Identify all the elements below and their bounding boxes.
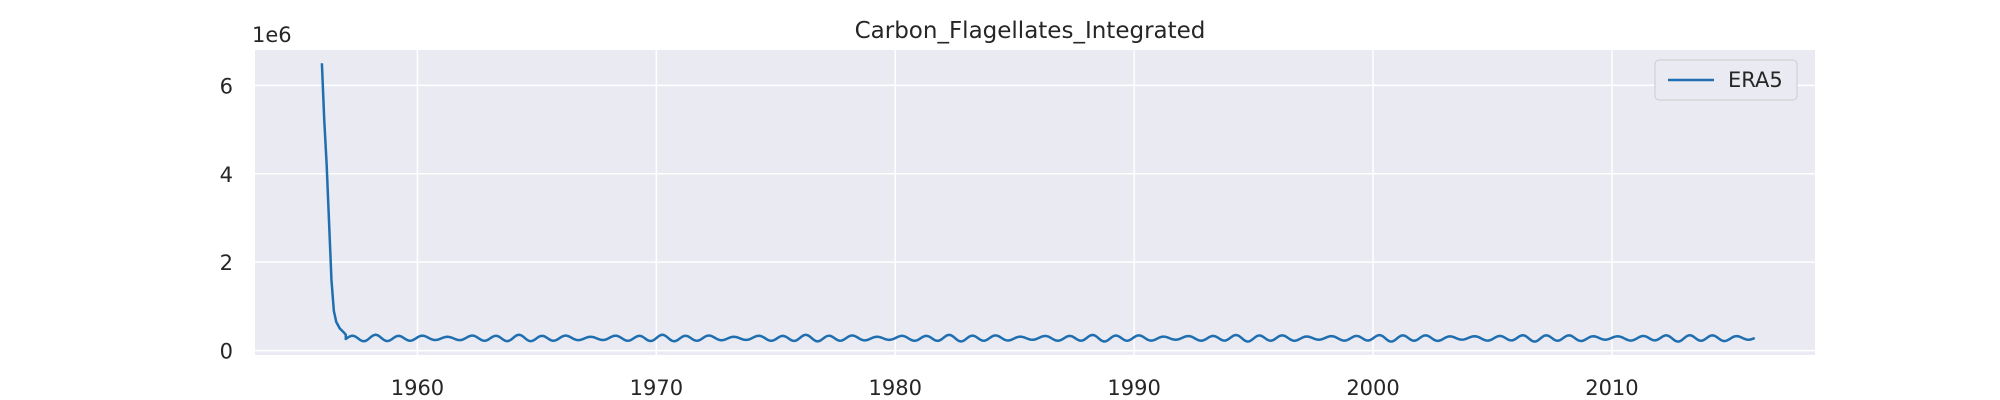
y-tick-2: 2 (220, 251, 233, 275)
grid-lines (255, 50, 1815, 355)
y-offset-label: 1e6 (252, 23, 292, 47)
x-tick-1970: 1970 (630, 376, 683, 400)
legend-label-era5: ERA5 (1728, 68, 1783, 92)
y-tick-6: 6 (220, 74, 233, 98)
series-group (320, 63, 1756, 343)
plot-area (255, 50, 1815, 355)
x-tick-1980: 1980 (869, 376, 922, 400)
x-tick-2010: 2010 (1585, 376, 1638, 400)
y-tick-labels: 0 2 4 6 (220, 74, 233, 363)
y-tick-0: 0 (220, 340, 233, 364)
x-tick-2000: 2000 (1346, 376, 1399, 400)
legend-box (1654, 59, 1798, 101)
x-tick-labels: 1960 1970 1980 1990 2000 2010 (391, 376, 1639, 400)
x-tick-1990: 1990 (1107, 376, 1160, 400)
series-line-era5 (320, 63, 1756, 343)
x-tick-1960: 1960 (391, 376, 444, 400)
y-tick-4: 4 (220, 163, 233, 187)
legend: ERA5 (1654, 59, 1798, 101)
chart-title: Carbon_Flagellates_Integrated (855, 18, 1206, 44)
